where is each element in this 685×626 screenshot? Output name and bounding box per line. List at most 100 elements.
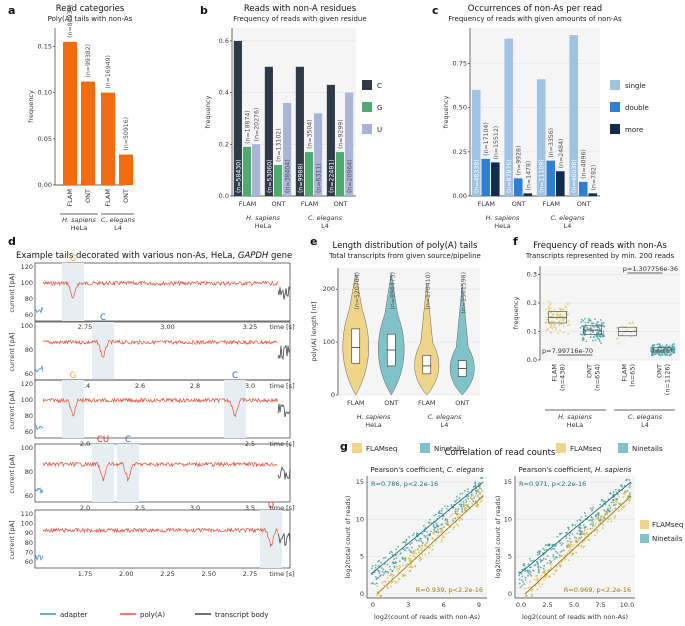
data-point — [553, 326, 556, 329]
data-point — [518, 571, 520, 574]
data-point — [410, 559, 413, 562]
data-point — [584, 321, 587, 324]
data-point — [600, 518, 603, 520]
y-tick-label: 80 — [25, 468, 33, 476]
group-sublabel: L4 — [641, 421, 649, 429]
data-point — [579, 519, 582, 522]
data-point — [555, 556, 557, 559]
data-point — [386, 587, 389, 589]
data-point — [525, 594, 527, 597]
data-point — [383, 572, 386, 575]
y-tick-label: 0.0 — [527, 356, 537, 364]
panel-b: b Reads with non-A residues Frequency of… — [200, 4, 382, 230]
x-tick-label: FLAM — [104, 189, 112, 207]
non-a-residue-label: CU — [97, 435, 109, 445]
data-point — [555, 565, 558, 568]
data-point — [432, 525, 435, 528]
x-tick-label: 1.75 — [78, 570, 92, 578]
bar — [504, 38, 513, 196]
bar — [233, 40, 242, 196]
panel-letter-f: f — [513, 235, 518, 248]
data-point — [539, 558, 542, 561]
bar-n-label: (n=87976) — [506, 159, 513, 193]
data-point — [580, 545, 582, 548]
data-point — [596, 529, 599, 531]
data-point — [536, 561, 539, 563]
data-point — [558, 320, 560, 323]
data-point — [582, 524, 585, 527]
data-point — [599, 503, 601, 506]
data-point — [615, 491, 618, 494]
data-point — [601, 499, 603, 502]
bar — [556, 171, 565, 196]
transcript-signal — [277, 344, 291, 361]
data-point — [584, 330, 587, 333]
data-point — [441, 507, 444, 510]
bar — [513, 178, 523, 196]
data-point — [441, 536, 444, 539]
data-point — [591, 339, 594, 342]
bar-n-label: (n=16949) — [105, 55, 112, 89]
x-tick-label: 2.25 — [160, 570, 174, 578]
bar-n-label: (n=782) — [590, 165, 597, 191]
y-tick-label: 100 — [21, 444, 33, 452]
data-point — [588, 519, 591, 522]
x-tick-label: 3 — [406, 601, 410, 609]
data-point — [585, 340, 588, 343]
data-point — [433, 514, 436, 517]
data-point — [583, 545, 586, 548]
data-point — [618, 495, 620, 498]
data-point — [476, 505, 479, 508]
data-point — [596, 323, 599, 326]
data-point — [601, 519, 604, 522]
data-point — [604, 512, 607, 515]
legend-label: G — [377, 104, 382, 112]
data-point — [402, 564, 404, 567]
data-point — [580, 321, 583, 324]
stat-label: R=0.786, p<2.2e-16 — [371, 480, 438, 488]
data-point — [451, 513, 454, 516]
y-tick-label: 60 — [25, 428, 33, 436]
data-point — [606, 520, 609, 523]
x-tick-label: FLAM — [477, 200, 495, 208]
data-point — [469, 497, 472, 500]
data-point — [553, 320, 555, 323]
bar-n-label: (n=13102) — [276, 128, 283, 162]
data-point — [395, 565, 398, 568]
data-point — [621, 333, 624, 336]
y-tick-label: 100 — [21, 279, 33, 287]
group-sublabel: HeLa — [255, 222, 272, 230]
data-point — [609, 507, 612, 510]
data-point — [467, 490, 469, 493]
data-point — [595, 517, 597, 520]
y-axis-label: poly(A) length [nt] — [310, 302, 318, 362]
data-point — [465, 501, 468, 503]
data-point — [580, 318, 583, 321]
data-point — [564, 305, 567, 308]
data-point — [617, 510, 620, 513]
data-point — [590, 522, 593, 524]
group-sublabel: HeLa — [365, 421, 382, 429]
violin-n-label: (n=1561598) — [460, 272, 467, 314]
data-point — [612, 499, 615, 502]
data-point — [654, 353, 656, 356]
data-point — [594, 525, 597, 527]
data-point — [521, 575, 524, 578]
data-point — [626, 489, 629, 492]
panel-c-title: Occurrences of non-As per read — [468, 4, 602, 14]
x-tick-label: FLAM — [621, 364, 629, 382]
data-point — [370, 582, 373, 585]
data-point — [672, 352, 675, 354]
data-point — [406, 563, 409, 565]
data-point — [454, 512, 457, 515]
data-point — [472, 494, 474, 497]
data-point — [549, 301, 552, 304]
data-point — [536, 577, 539, 580]
x-tick-label: ONT — [384, 399, 398, 407]
y-axis-label: current [pA] — [8, 454, 16, 493]
data-point — [530, 566, 532, 569]
stat-label: R=0.939, p<2.2e-16 — [416, 586, 483, 594]
data-point — [660, 353, 663, 355]
data-point — [474, 505, 477, 507]
x-tick-label: 9 — [477, 601, 481, 609]
